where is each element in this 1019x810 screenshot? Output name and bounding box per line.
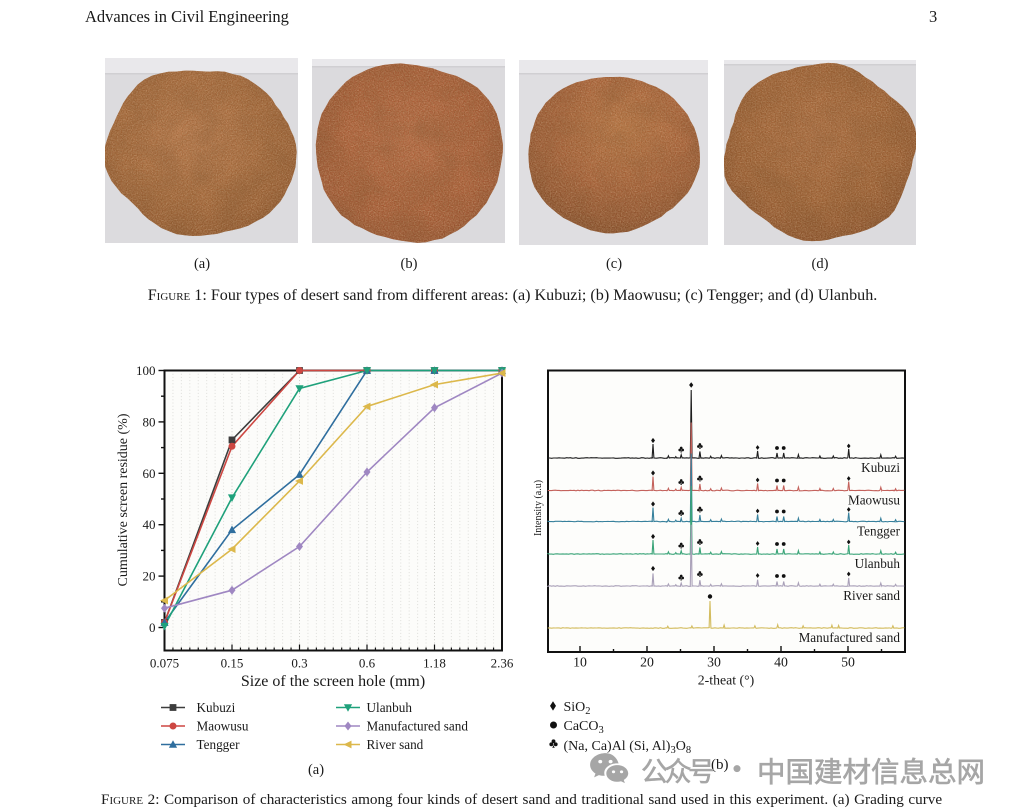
svg-text:40: 40 [143, 517, 156, 532]
svg-text:Kubuzi: Kubuzi [197, 700, 236, 715]
svg-text:50: 50 [841, 655, 855, 670]
svg-text:Intensity (a.u): Intensity (a.u) [533, 480, 544, 536]
svg-text:Manufactured sand: Manufactured sand [367, 719, 469, 734]
svg-text:20: 20 [143, 569, 156, 584]
svg-text:1.18: 1.18 [423, 656, 446, 671]
svg-text:30: 30 [707, 655, 721, 670]
svg-text:Maowusu: Maowusu [848, 493, 900, 508]
svg-text:Ulanbuh: Ulanbuh [855, 556, 901, 571]
svg-text:0: 0 [149, 620, 156, 635]
svg-text:Size of the screen hole (mm): Size of the screen hole (mm) [241, 673, 425, 690]
svg-text:Kubuzi: Kubuzi [861, 460, 900, 475]
svg-text:River sand: River sand [367, 737, 424, 752]
svg-text:2-theat (°): 2-theat (°) [698, 673, 754, 689]
svg-text:0.15: 0.15 [221, 656, 244, 671]
svg-text:River sand: River sand [843, 588, 900, 603]
svg-text:10: 10 [573, 655, 587, 670]
svg-text:Cumulative screen residue (%): Cumulative screen residue (%) [116, 413, 131, 586]
svg-text:60: 60 [143, 466, 156, 481]
svg-text:(a): (a) [308, 762, 324, 778]
svg-text:Tengger: Tengger [857, 524, 901, 539]
svg-text:20: 20 [640, 655, 654, 670]
svg-text:Ulanbuh: Ulanbuh [367, 700, 413, 715]
svg-text:80: 80 [143, 414, 156, 429]
svg-text:Tengger: Tengger [197, 737, 241, 752]
svg-text:Manufactured sand: Manufactured sand [799, 630, 901, 645]
svg-text:0.6: 0.6 [359, 656, 376, 671]
svg-text:Maowusu: Maowusu [197, 719, 249, 734]
svg-text:0.075: 0.075 [150, 656, 179, 671]
svg-text:0.3: 0.3 [291, 656, 307, 671]
svg-text:100: 100 [136, 363, 156, 378]
svg-text:40: 40 [774, 655, 788, 670]
svg-text:2.36: 2.36 [491, 656, 514, 671]
